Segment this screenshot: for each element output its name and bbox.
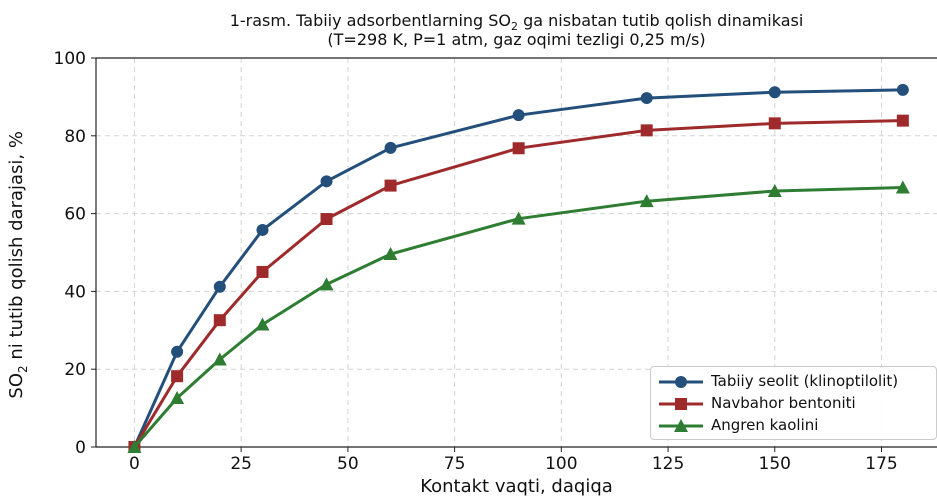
data-point [896,114,909,127]
data-point [319,277,334,291]
series-line-1 [133,119,903,448]
data-point [895,180,910,194]
data-point [512,109,525,122]
x-tick-label: 25 [230,454,252,474]
y-tick-label: 60 [64,205,86,225]
data-point [640,124,653,137]
legend-marker-circle [659,376,703,388]
data-point [213,280,226,293]
data-point [127,440,142,453]
data-point [768,117,781,130]
x-tick-label: 100 [545,454,577,474]
x-tick-label: 0 [129,454,140,474]
data-point [255,317,270,331]
data-point [213,314,226,327]
chart-title-line1: 1-rasm. Tabiiy adsorbentlarning SO2 ga n… [229,11,804,34]
x-tick-label: 75 [444,454,466,474]
legend-label: Angren kaolini [711,416,819,434]
data-point [171,370,184,383]
x-tick-label: 50 [337,454,359,474]
y-tick-label: 20 [64,360,86,380]
data-point [383,247,398,261]
legend-marker-square [659,398,703,410]
chart-title-line2: (T=298 K, P=1 atm, gaz oqimi tezligi 0,2… [327,30,706,49]
series-line-0 [133,88,903,448]
data-point [767,184,782,198]
x-tick-label: 150 [759,454,791,474]
y-axis-label: SO2 ni tutib qolish darajasi, % [6,131,30,399]
data-point [212,352,227,366]
legend-label: Navbahor bentoniti [711,394,856,412]
series-layer [127,83,910,453]
legend-marker-triangle [659,419,703,432]
data-point [511,211,526,225]
data-point [384,179,397,192]
data-point [320,175,333,188]
y-tick-label: 40 [64,282,86,302]
series-line-2 [133,186,903,448]
data-point [384,141,397,154]
y-tick-label: 0 [75,438,86,458]
y-tick-label: 80 [64,127,86,147]
data-point [768,86,781,99]
data-point [170,390,185,404]
legend-item-seolit: Tabiiy seolit (klinoptilolit) [657,371,932,393]
legend: Tabiiy seolit (klinoptilolit) Navbahor b… [650,366,937,440]
axes: 0 25 50 75 100 125 150 175 0 20 40 60 80 100 [54,49,937,474]
data-point [640,92,653,105]
y-tick-label: 100 [54,49,86,69]
data-point [639,194,654,208]
x-tick-label: 125 [652,454,684,474]
data-point [256,265,269,278]
legend-label: Tabiiy seolit (klinoptilolit) [711,372,899,390]
data-point [320,213,333,226]
legend-item-bentonit: Navbahor bentoniti [657,393,932,415]
x-tick-label: 175 [865,454,897,474]
x-axis-label: Kontakt vaqti, daqiqa [420,476,613,497]
data-point [171,345,184,358]
data-point [896,83,909,96]
data-point [256,223,269,236]
legend-item-kaolin: Angren kaolini [657,415,932,437]
data-point [512,142,525,155]
